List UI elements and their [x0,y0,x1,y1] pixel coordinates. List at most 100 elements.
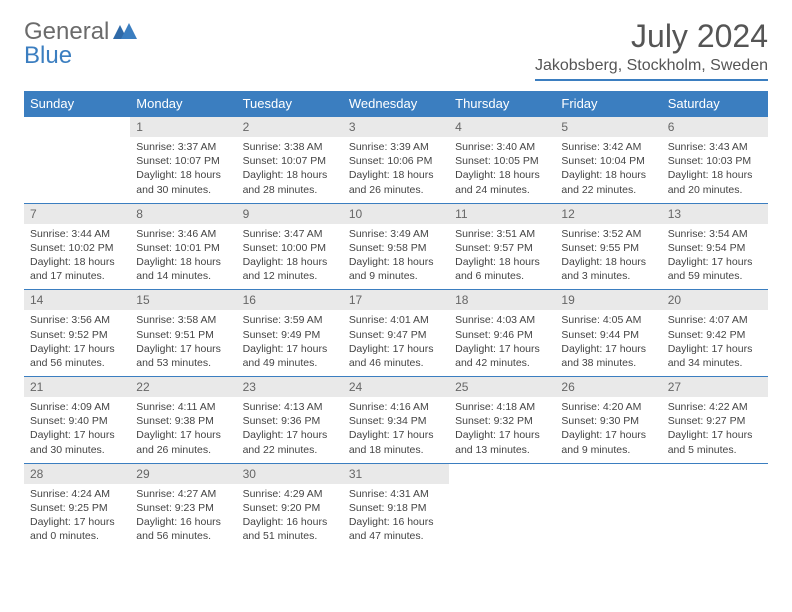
day-cell: Sunrise: 4:01 AMSunset: 9:47 PMDaylight:… [343,310,449,376]
daylight-text: Daylight: 17 hours and 0 minutes. [30,515,124,543]
day-cell: Sunrise: 4:03 AMSunset: 9:46 PMDaylight:… [449,310,555,376]
logo-text-part2: Blue [24,42,72,70]
sunset-text: Sunset: 9:40 PM [30,414,124,428]
sunset-text: Sunset: 9:23 PM [136,501,230,515]
sunset-text: Sunset: 9:52 PM [30,328,124,342]
sunset-text: Sunset: 9:51 PM [136,328,230,342]
sunset-text: Sunset: 10:06 PM [349,154,443,168]
sunrise-text: Sunrise: 4:27 AM [136,487,230,501]
day-number: 5 [555,117,661,138]
day-cell: Sunrise: 4:13 AMSunset: 9:36 PMDaylight:… [237,397,343,463]
daylight-text: Daylight: 17 hours and 56 minutes. [30,342,124,370]
day-cell: Sunrise: 3:49 AMSunset: 9:58 PMDaylight:… [343,224,449,290]
day-number [24,117,130,138]
day-cell: Sunrise: 3:43 AMSunset: 10:03 PMDaylight… [662,137,768,203]
day-number: 14 [24,290,130,311]
sunrise-text: Sunrise: 4:20 AM [561,400,655,414]
day-number: 29 [130,463,236,484]
sunrise-text: Sunrise: 4:03 AM [455,313,549,327]
sunset-text: Sunset: 9:58 PM [349,241,443,255]
daylight-text: Daylight: 18 hours and 24 minutes. [455,168,549,196]
sunset-text: Sunset: 10:07 PM [243,154,337,168]
day-cell [24,137,130,203]
day-number: 18 [449,290,555,311]
sunrise-text: Sunrise: 3:51 AM [455,227,549,241]
sunrise-text: Sunrise: 4:24 AM [30,487,124,501]
daylight-text: Daylight: 17 hours and 13 minutes. [455,428,549,456]
day-cell: Sunrise: 4:20 AMSunset: 9:30 PMDaylight:… [555,397,661,463]
sunset-text: Sunset: 9:36 PM [243,414,337,428]
sunset-text: Sunset: 9:20 PM [243,501,337,515]
title-block: July 2024 Jakobsberg, Stockholm, Sweden [535,18,768,81]
day-number: 25 [449,377,555,398]
sunrise-text: Sunrise: 4:29 AM [243,487,337,501]
day-number: 23 [237,377,343,398]
sunrise-text: Sunrise: 4:31 AM [349,487,443,501]
sunrise-text: Sunrise: 3:47 AM [243,227,337,241]
sunrise-text: Sunrise: 4:13 AM [243,400,337,414]
day-number: 2 [237,117,343,138]
sunrise-text: Sunrise: 4:07 AM [668,313,762,327]
daylight-text: Daylight: 18 hours and 28 minutes. [243,168,337,196]
daynum-row: 123456 [24,117,768,138]
sunrise-text: Sunrise: 4:01 AM [349,313,443,327]
daylight-text: Daylight: 16 hours and 47 minutes. [349,515,443,543]
weekday-header: Monday [130,91,236,117]
day-number: 4 [449,117,555,138]
day-cell: Sunrise: 4:29 AMSunset: 9:20 PMDaylight:… [237,484,343,550]
sunset-text: Sunset: 9:27 PM [668,414,762,428]
daylight-text: Daylight: 17 hours and 30 minutes. [30,428,124,456]
sunset-text: Sunset: 10:05 PM [455,154,549,168]
day-number: 27 [662,377,768,398]
sunset-text: Sunset: 10:04 PM [561,154,655,168]
day-number [662,463,768,484]
weekday-header: Thursday [449,91,555,117]
day-number: 17 [343,290,449,311]
daylight-text: Daylight: 18 hours and 6 minutes. [455,255,549,283]
day-cell: Sunrise: 3:56 AMSunset: 9:52 PMDaylight:… [24,310,130,376]
day-cell: Sunrise: 4:22 AMSunset: 9:27 PMDaylight:… [662,397,768,463]
weekday-header: Tuesday [237,91,343,117]
sunset-text: Sunset: 9:49 PM [243,328,337,342]
sunset-text: Sunset: 9:38 PM [136,414,230,428]
day-number: 1 [130,117,236,138]
daylight-text: Daylight: 18 hours and 20 minutes. [668,168,762,196]
content-row: Sunrise: 4:24 AMSunset: 9:25 PMDaylight:… [24,484,768,550]
daylight-text: Daylight: 18 hours and 22 minutes. [561,168,655,196]
daylight-text: Daylight: 18 hours and 17 minutes. [30,255,124,283]
day-number: 15 [130,290,236,311]
daylight-text: Daylight: 18 hours and 12 minutes. [243,255,337,283]
sunrise-text: Sunrise: 3:43 AM [668,140,762,154]
daylight-text: Daylight: 16 hours and 56 minutes. [136,515,230,543]
sunset-text: Sunset: 9:46 PM [455,328,549,342]
day-number [555,463,661,484]
day-cell: Sunrise: 3:59 AMSunset: 9:49 PMDaylight:… [237,310,343,376]
sunrise-text: Sunrise: 3:54 AM [668,227,762,241]
daylight-text: Daylight: 17 hours and 42 minutes. [455,342,549,370]
day-cell: Sunrise: 4:11 AMSunset: 9:38 PMDaylight:… [130,397,236,463]
daylight-text: Daylight: 18 hours and 3 minutes. [561,255,655,283]
day-cell: Sunrise: 3:42 AMSunset: 10:04 PMDaylight… [555,137,661,203]
sunset-text: Sunset: 9:54 PM [668,241,762,255]
day-number: 7 [24,203,130,224]
day-cell: Sunrise: 4:05 AMSunset: 9:44 PMDaylight:… [555,310,661,376]
sunset-text: Sunset: 10:00 PM [243,241,337,255]
daylight-text: Daylight: 17 hours and 5 minutes. [668,428,762,456]
sunset-text: Sunset: 10:01 PM [136,241,230,255]
day-cell: Sunrise: 4:31 AMSunset: 9:18 PMDaylight:… [343,484,449,550]
sunset-text: Sunset: 9:55 PM [561,241,655,255]
sunrise-text: Sunrise: 4:18 AM [455,400,549,414]
day-cell: Sunrise: 4:27 AMSunset: 9:23 PMDaylight:… [130,484,236,550]
sunrise-text: Sunrise: 3:52 AM [561,227,655,241]
sunset-text: Sunset: 9:18 PM [349,501,443,515]
daylight-text: Daylight: 17 hours and 46 minutes. [349,342,443,370]
day-number: 30 [237,463,343,484]
weekday-header: Sunday [24,91,130,117]
day-cell: Sunrise: 4:16 AMSunset: 9:34 PMDaylight:… [343,397,449,463]
daynum-row: 14151617181920 [24,290,768,311]
daylight-text: Daylight: 17 hours and 18 minutes. [349,428,443,456]
day-cell: Sunrise: 3:40 AMSunset: 10:05 PMDaylight… [449,137,555,203]
sunset-text: Sunset: 9:57 PM [455,241,549,255]
day-number: 6 [662,117,768,138]
content-row: Sunrise: 3:44 AMSunset: 10:02 PMDaylight… [24,224,768,290]
